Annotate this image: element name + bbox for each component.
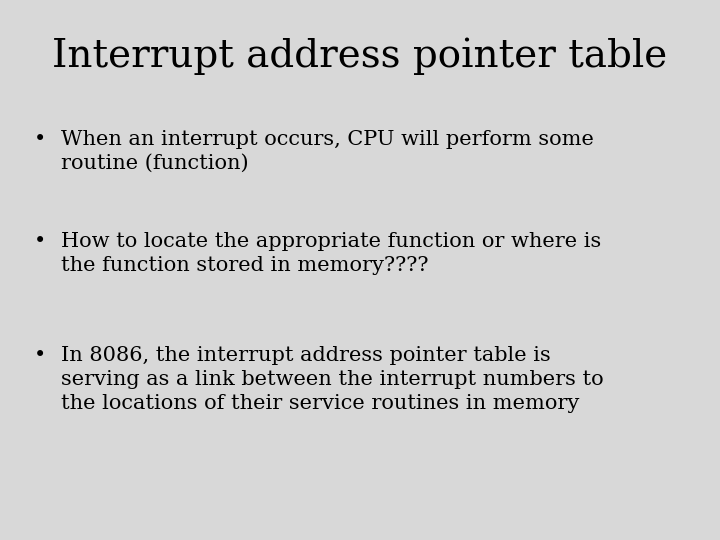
Text: •: • bbox=[33, 130, 46, 148]
Text: In 8086, the interrupt address pointer table is
serving as a link between the in: In 8086, the interrupt address pointer t… bbox=[61, 346, 604, 413]
Text: When an interrupt occurs, CPU will perform some
routine (function): When an interrupt occurs, CPU will perfo… bbox=[61, 130, 594, 173]
Text: •: • bbox=[33, 232, 46, 251]
Text: How to locate the appropriate function or where is
the function stored in memory: How to locate the appropriate function o… bbox=[61, 232, 601, 275]
Text: Interrupt address pointer table: Interrupt address pointer table bbox=[53, 38, 667, 75]
Text: •: • bbox=[33, 346, 46, 365]
